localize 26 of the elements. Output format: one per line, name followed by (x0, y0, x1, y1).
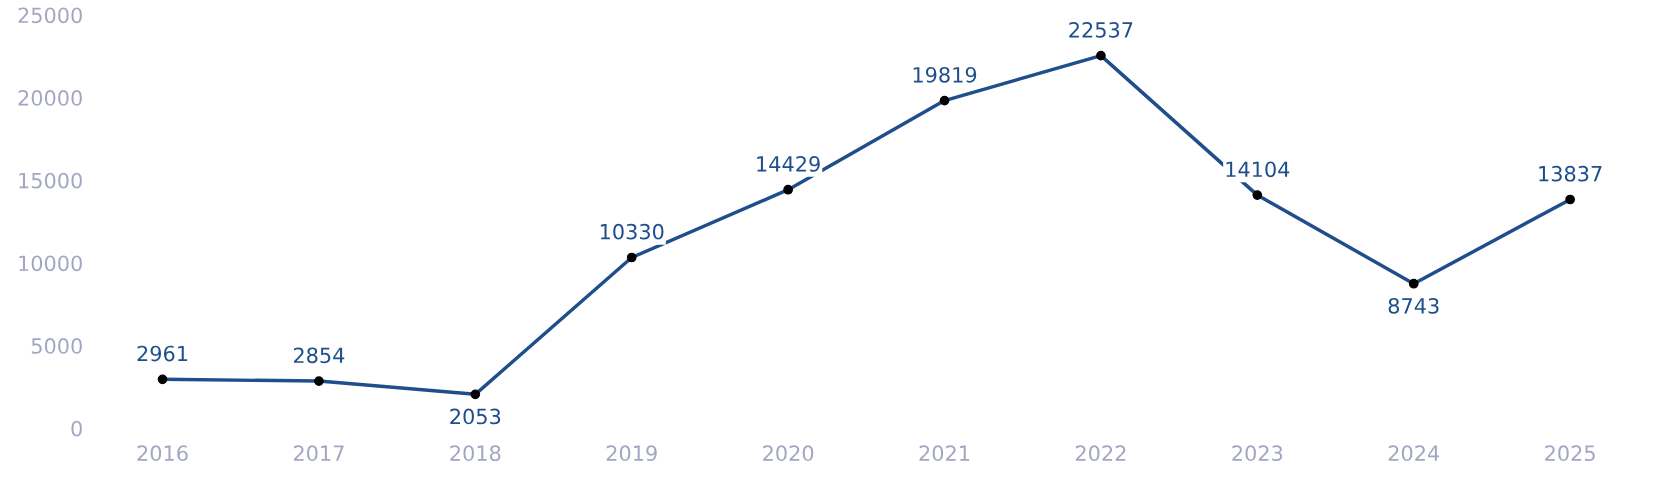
x-tick-label: 2018 (450, 445, 501, 462)
x-tick-label: 2021 (919, 445, 970, 462)
data-label: 2053 (450, 408, 501, 425)
data-label: 10330 (600, 223, 664, 240)
data-label: 2961 (137, 345, 188, 362)
data-label: 8743 (1388, 297, 1439, 314)
y-tick-label: 15000 (19, 172, 82, 189)
data-label: 14429 (757, 156, 820, 172)
y-tick-label: 10000 (19, 255, 82, 272)
x-tick-label: 2016 (137, 445, 188, 462)
data-label: 13837 (1539, 165, 1602, 182)
data-label: 19819 (913, 66, 977, 83)
x-tick-label: 2019 (606, 445, 657, 462)
x-tick-label: 2024 (1388, 445, 1440, 462)
x-tick-label: 2025 (1545, 445, 1595, 462)
data-label: 22537 (1069, 21, 1133, 38)
x-tick-label: 2022 (1075, 445, 1126, 462)
y-tick-label: 25000 (18, 7, 82, 24)
x-tick-label: 2023 (1232, 445, 1283, 462)
y-tick-label: 20000 (18, 90, 82, 106)
data-label: 14104 (1226, 161, 1290, 178)
y-tick-label: 0 (71, 420, 82, 437)
data-label: 2854 (293, 347, 345, 364)
x-tick-label: 2017 (293, 445, 344, 462)
x-tick-label: 2020 (763, 445, 814, 462)
y-tick-label: 5000 (31, 338, 82, 354)
